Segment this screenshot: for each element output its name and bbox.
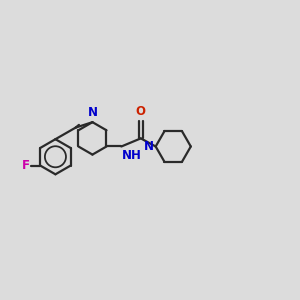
Text: NH: NH xyxy=(122,148,142,162)
Text: N: N xyxy=(87,106,98,119)
Text: O: O xyxy=(136,105,146,118)
Text: N: N xyxy=(143,140,154,153)
Text: F: F xyxy=(21,159,29,172)
